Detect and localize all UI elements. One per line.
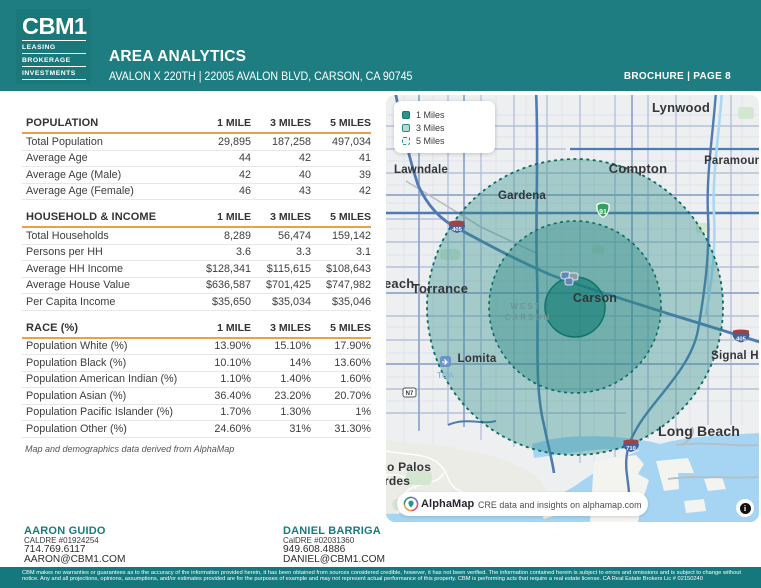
svg-text:Torrance: Torrance: [412, 281, 468, 296]
svg-text:Paramount: Paramount: [704, 155, 759, 167]
svg-text:Gardena: Gardena: [498, 190, 546, 202]
svg-text:405: 405: [736, 337, 746, 343]
svg-text:405: 405: [452, 227, 462, 233]
svg-text:TOA: TOA: [437, 371, 454, 380]
svg-text:CARSON: CARSON: [505, 313, 552, 322]
svg-text:✈: ✈: [442, 358, 449, 367]
svg-text:Long Beach: Long Beach: [658, 423, 740, 439]
svg-text:710: 710: [626, 446, 636, 452]
svg-text:91: 91: [599, 209, 607, 216]
svg-text:o Palos: o Palos: [387, 460, 431, 474]
svg-text:Lynwood: Lynwood: [652, 100, 710, 115]
svg-text:Compton: Compton: [609, 161, 667, 176]
svg-text:Lomita: Lomita: [458, 353, 497, 365]
svg-text:WEST: WEST: [510, 302, 541, 311]
svg-text:N7: N7: [406, 391, 414, 397]
svg-text:rdes: rdes: [386, 474, 410, 488]
svg-text:Lawndale: Lawndale: [394, 164, 448, 176]
svg-text:each: each: [386, 276, 414, 291]
svg-text:Carson: Carson: [573, 291, 617, 305]
svg-text:Signal Hill: Signal Hill: [711, 350, 759, 362]
